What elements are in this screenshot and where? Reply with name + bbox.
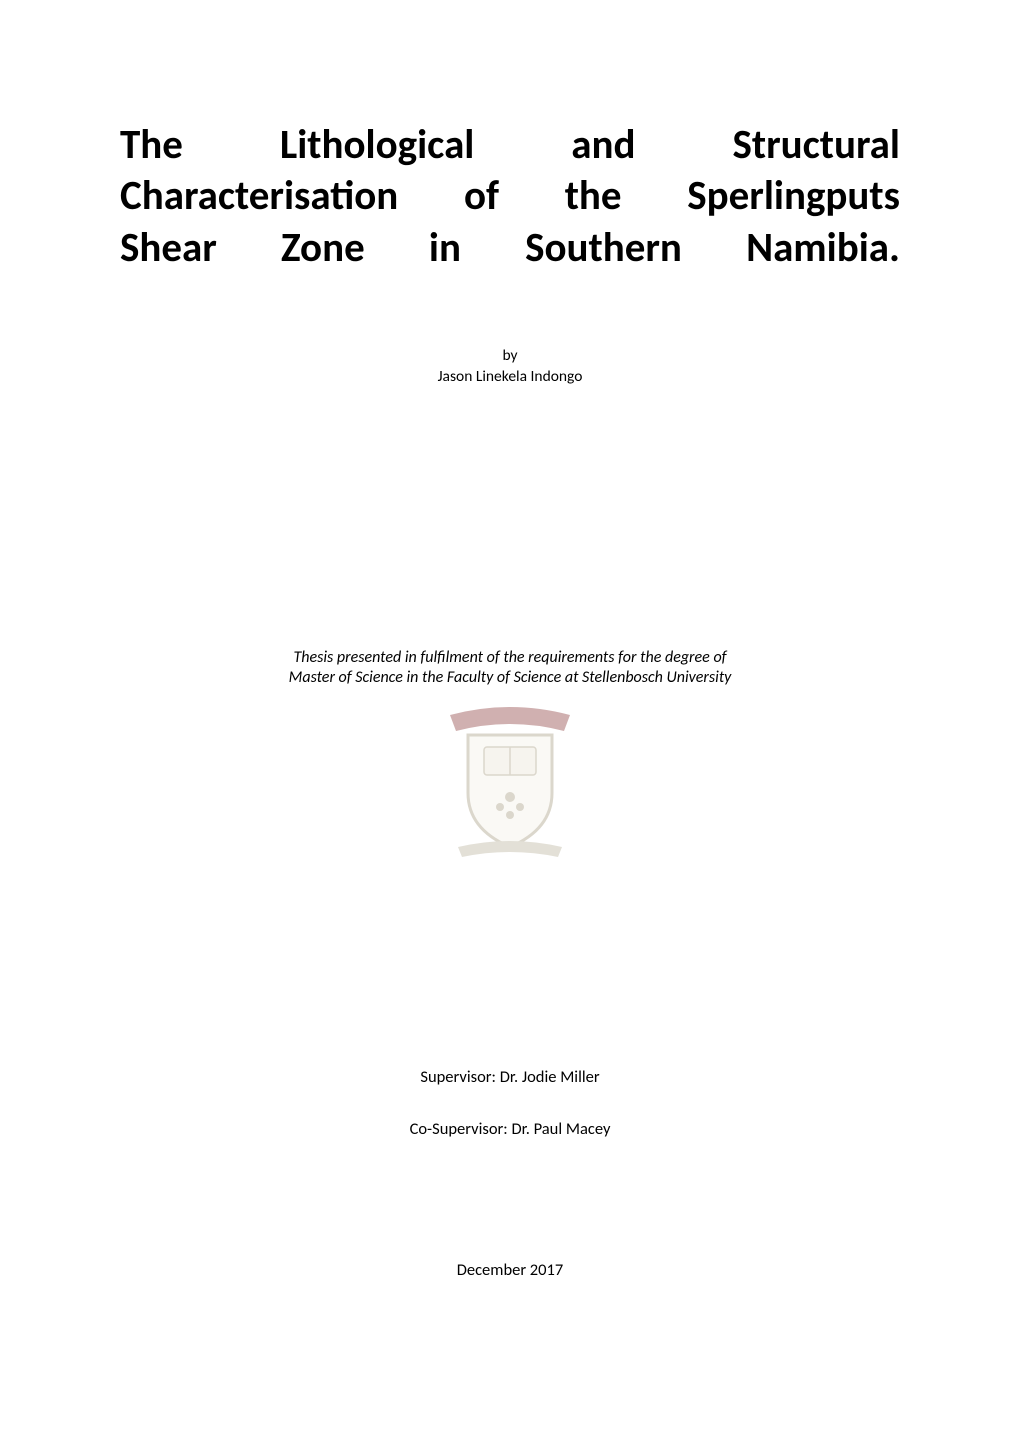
supervisors-block: Supervisor: Dr. Jodie Miller Co-Supervis… <box>120 1067 900 1140</box>
thesis-title-page: The Lithological and Structural Characte… <box>0 0 1020 1442</box>
title-line-1: The Lithological and Structural <box>120 120 900 171</box>
title-line-2: Characterisation of the Sperlingputs <box>120 171 900 222</box>
cosupervisor-label: Co-Supervisor: <box>410 1119 508 1139</box>
thesis-statement-line-2: Master of Science in the Faculty of Scie… <box>120 668 900 689</box>
supervisor-row: Supervisor: Dr. Jodie Miller <box>120 1067 900 1088</box>
university-crest-icon <box>440 697 580 857</box>
thesis-statement-line-1: Thesis presented in fulfilment of the re… <box>120 648 900 669</box>
supervisor-name: Dr. Jodie Miller <box>500 1067 600 1087</box>
thesis-title: The Lithological and Structural Characte… <box>120 120 900 274</box>
cosupervisor-name: Dr. Paul Macey <box>511 1119 610 1139</box>
thesis-statement: Thesis presented in fulfilment of the re… <box>120 648 900 690</box>
date: December 2017 <box>120 1260 900 1280</box>
cosupervisor-row: Co-Supervisor: Dr. Paul Macey <box>120 1119 900 1140</box>
supervisor-label: Supervisor: <box>420 1067 496 1087</box>
byline: by Jason Linekela Indongo <box>120 346 900 388</box>
author-name: Jason Linekela Indongo <box>120 367 900 388</box>
title-line-3: Shear Zone in Southern Namibia. <box>120 223 900 274</box>
by-label: by <box>120 346 900 367</box>
crest-container <box>120 697 900 857</box>
